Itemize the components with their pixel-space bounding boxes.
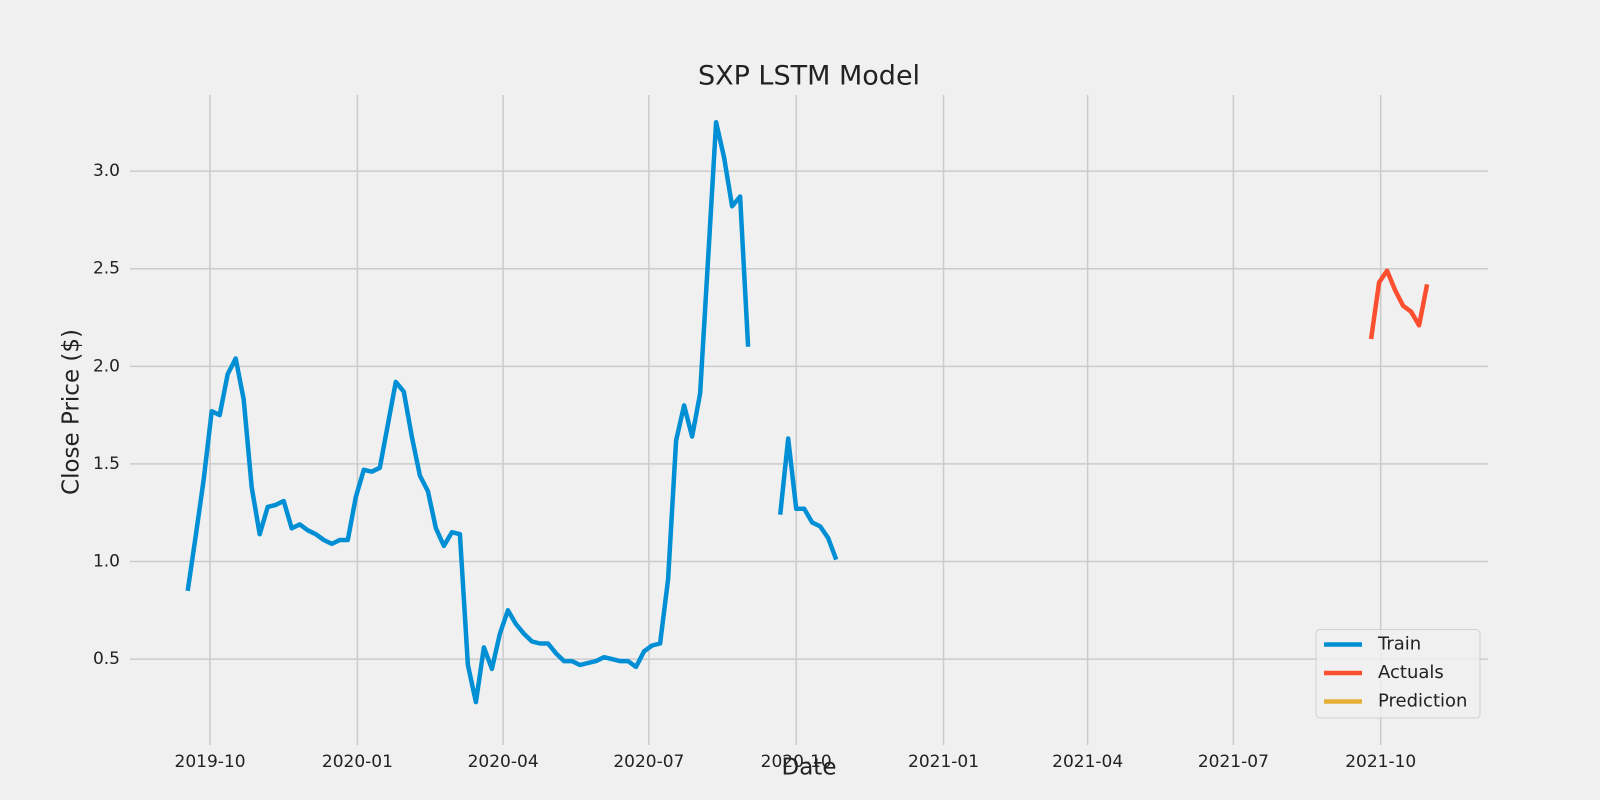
y-tick-label: 1.0	[93, 552, 120, 572]
series-line	[1368, 268, 1430, 340]
legend: Train Actuals Prediction	[1315, 629, 1481, 719]
y-tick-label: 1.5	[93, 454, 120, 474]
y-tick-label: 3.0	[93, 161, 120, 181]
series-line	[185, 120, 839, 705]
y-tick-label: 2.0	[93, 356, 120, 376]
legend-box	[1315, 629, 1481, 719]
x-tick-label: 2021-07	[1198, 752, 1269, 772]
chart-title: SXP LSTM Model	[698, 61, 920, 92]
x-tick-label: 2020-10	[761, 752, 832, 772]
y-tick-label: 0.5	[93, 649, 120, 669]
y-axis-label: Close Price ($)	[59, 329, 85, 495]
legend-label: Actuals	[1378, 662, 1444, 683]
legend-label: Prediction	[1378, 691, 1467, 712]
x-tick-label: 2020-07	[613, 752, 684, 772]
x-tick-label: 2021-01	[908, 752, 979, 772]
grid	[130, 95, 1488, 745]
x-tick-label: 2019-10	[175, 752, 246, 772]
x-tick-label: 2020-04	[468, 752, 539, 772]
x-tick-label: 2021-10	[1345, 752, 1416, 772]
y-tick-label: 2.5	[93, 259, 120, 279]
x-axis-label: Date	[782, 755, 837, 781]
x-tick-label: 2021-04	[1052, 752, 1123, 772]
legend-label: Train	[1377, 634, 1421, 655]
x-tick-label: 2020-01	[322, 752, 393, 772]
plot	[185, 120, 1430, 705]
